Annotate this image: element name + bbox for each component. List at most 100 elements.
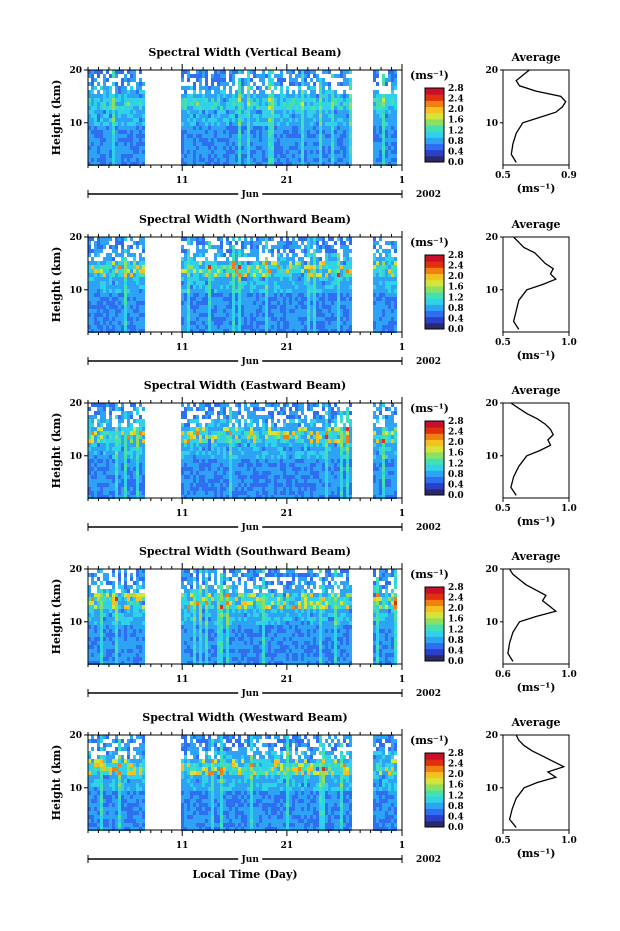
colorbar-tick-label: 2.8 (448, 251, 464, 261)
x-tick-label: 11 (176, 509, 189, 519)
colorbar-swatch (425, 464, 444, 471)
avg-x-tick-label: 0.5 (495, 836, 511, 846)
month-label: Jun (241, 523, 260, 533)
spectral-width-panel-4: Spectral Width (Southward Beam) 20 10 Heigh… (50, 545, 577, 699)
y-tick-label: 10 (69, 618, 82, 628)
year-label: 2002 (416, 190, 441, 200)
y-tick-label: 20 (69, 66, 82, 76)
colorbar-swatch (425, 137, 444, 144)
colorbar-tick-label: 0.0 (448, 491, 464, 501)
colorbar-swatch (425, 642, 444, 650)
spectral-width-panel-3: Spectral Width (Eastward Beam) 20 10 Height… (50, 379, 577, 533)
month-label-bg (238, 687, 263, 699)
colorbar-tick-label: 2.0 (448, 105, 464, 115)
y-axis-label: Height (km) (50, 247, 63, 323)
y-tick-label: 10 (69, 784, 82, 794)
colorbar-swatch (425, 759, 444, 766)
colorbar-swatch (425, 433, 444, 440)
colorbar-swatch (425, 88, 444, 95)
colorbar-tick-label: 1.6 (448, 283, 464, 293)
x-tick-label: 21 (281, 509, 294, 519)
average-x-label: (ms⁻¹) (517, 182, 556, 195)
average-x-label: (ms⁻¹) (517, 681, 556, 694)
average-frame (502, 402, 570, 499)
month-label: Jun (241, 689, 260, 699)
colorbar-swatch (425, 106, 444, 114)
y-axis-label: Height (km) (50, 745, 63, 821)
colorbar-unit: (ms⁻¹) (410, 236, 449, 249)
average-profile-line (508, 734, 566, 828)
x-tick-label: 11 (176, 176, 189, 186)
colorbar-tick-label: 0.0 (448, 823, 464, 833)
y-axis-label: Height (km) (50, 80, 63, 156)
x-tick-label: 21 (281, 841, 294, 851)
colorbar-tick-label: 0.8 (448, 137, 464, 147)
avg-y-tick-label: 20 (485, 233, 498, 243)
y-axis-label: Height (km) (50, 579, 63, 655)
colorbar-tick-label: 0.4 (448, 646, 464, 656)
heatmap-field (88, 237, 397, 333)
colorbar-swatch (425, 285, 444, 293)
x-tick-label: 1 (399, 509, 405, 519)
y-tick-label: 10 (69, 286, 82, 296)
colorbar-tick-label: 1.2 (448, 459, 464, 469)
avg-x-tick-label: 1.0 (561, 504, 577, 514)
panel-title: Spectral Width (Westward Beam) (142, 711, 347, 724)
colorbar-swatch (425, 149, 444, 157)
colorbar-swatch (425, 790, 444, 797)
average-title: Average (510, 384, 560, 397)
avg-x-tick-label: 0.9 (561, 171, 577, 181)
colorbar-swatch (425, 439, 444, 447)
month-label: Jun (241, 357, 260, 367)
avg-x-tick-label: 0.6 (495, 670, 511, 680)
average-title: Average (510, 550, 560, 563)
colorbar-tick-label: 2.4 (448, 262, 464, 272)
colorbar-tick-label: 1.2 (448, 126, 464, 136)
colorbar-swatch (425, 131, 444, 138)
avg-y-tick-label: 10 (485, 119, 498, 129)
colorbar-swatch (425, 476, 444, 484)
colorbar-swatch (425, 587, 444, 594)
colorbar-swatch (425, 820, 444, 828)
colorbar-swatch (425, 279, 444, 287)
colorbar-swatch (425, 261, 444, 268)
colorbar-swatch (425, 488, 444, 496)
average-profile-line (507, 568, 558, 662)
avg-y-tick-label: 10 (485, 618, 498, 628)
y-tick-label: 20 (69, 565, 82, 575)
colorbar-swatch (425, 421, 444, 428)
average-title: Average (510, 51, 560, 64)
colorbar-unit: (ms⁻¹) (410, 734, 449, 747)
colorbar-unit: (ms⁻¹) (410, 69, 449, 82)
avg-y-tick-label: 20 (485, 565, 498, 575)
panel-title: Spectral Width (Vertical Beam) (148, 46, 341, 59)
colorbar-swatch (425, 267, 444, 274)
heatmap-field (88, 735, 397, 831)
colorbar-tick-label: 2.8 (448, 417, 464, 427)
colorbar-tick-label: 1.6 (448, 449, 464, 459)
x-tick-label: 1 (399, 675, 405, 685)
colorbar-tick-label: 2.8 (448, 84, 464, 94)
avg-x-tick-label: 0.5 (495, 171, 511, 181)
colorbar-swatch (425, 143, 444, 151)
colorbar-frame (424, 752, 445, 828)
panel-title: Spectral Width (Eastward Beam) (144, 379, 346, 392)
colorbar-tick-label: 0.8 (448, 636, 464, 646)
colorbar-swatch (425, 322, 444, 330)
y-tick-label: 20 (69, 233, 82, 243)
colorbar-swatch (425, 298, 444, 305)
month-label: Jun (241, 190, 260, 200)
panel-title: Spectral Width (Northward Beam) (139, 213, 351, 226)
colorbar-swatch (425, 630, 444, 637)
colorbar-swatch (425, 593, 444, 600)
colorbar-swatch (425, 118, 444, 126)
y-tick-label: 10 (69, 452, 82, 462)
colorbar-frame (424, 586, 445, 662)
colorbar-swatch (425, 112, 444, 120)
colorbar-tick-label: 0.8 (448, 802, 464, 812)
colorbar-tick-label: 0.4 (448, 147, 464, 157)
y-tick-label: 20 (69, 399, 82, 409)
colorbar-swatch (425, 94, 444, 101)
colorbar-swatch (425, 777, 444, 785)
